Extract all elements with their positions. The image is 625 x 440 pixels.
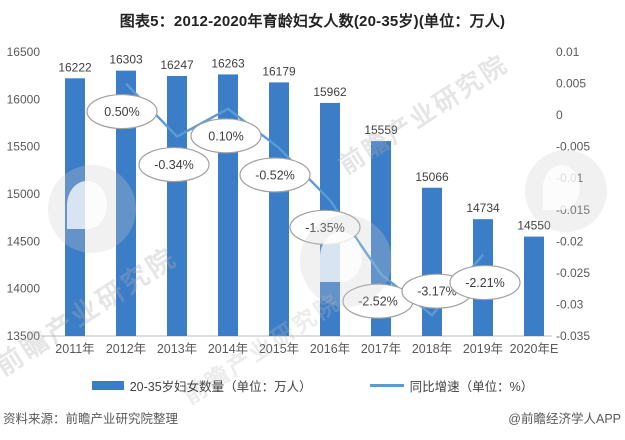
growth-callout-label: 0.50% <box>104 105 139 119</box>
footer-row: 资料来源：前瞻产业研究院整理 @前瞻经济学人APP <box>0 408 625 427</box>
growth-callout-label: -0.34% <box>154 158 194 172</box>
chart-legend: 20-35岁妇女数量（单位：万人） 同比增速（单位：%） <box>0 376 625 395</box>
bar-2015年 <box>269 82 289 336</box>
growth-callout <box>86 93 158 130</box>
bar-value-label: 15962 <box>313 85 347 99</box>
x-axis-label: 2018年 <box>412 342 452 356</box>
bar-series-label: 20-35岁妇女数量（单位：万人） <box>129 380 312 394</box>
x-axis-label: 2019年 <box>463 342 503 356</box>
right-axis-tick: -0.02 <box>556 234 584 248</box>
growth-callout <box>138 146 210 183</box>
line-series-label: 同比增速（单位：%） <box>409 380 534 394</box>
x-axis-label: 2014年 <box>208 342 248 356</box>
left-axis-tick: 16000 <box>7 92 41 106</box>
x-axis-label: 2015年 <box>259 342 299 356</box>
bar-value-label: 16247 <box>160 58 194 72</box>
right-axis-tick: 0.005 <box>556 77 586 91</box>
bar-value-label: 15066 <box>415 170 449 184</box>
right-axis-tick: -0.035 <box>556 329 590 343</box>
bar-value-label: 14550 <box>517 219 551 233</box>
left-axis-tick: 14000 <box>7 282 41 296</box>
x-axis-label: 2016年 <box>310 342 350 356</box>
right-axis-tick: 0 <box>556 108 563 122</box>
left-axis-tick: 15500 <box>7 140 41 154</box>
left-axis-tick: 13500 <box>7 329 41 343</box>
right-axis-tick: -0.03 <box>556 297 584 311</box>
right-axis-tick: -0.015 <box>556 203 590 217</box>
bar-value-label: 16179 <box>262 64 296 78</box>
growth-callout <box>190 118 262 154</box>
combo-chart-canvas: 16500 16000 15500 15000 14500 14000 13500 0.01 0… <box>7 45 591 356</box>
brand-credit: @前瞻经济学人APP <box>508 412 621 426</box>
source-note: 资料来源：前瞻产业研究院整理 <box>3 412 179 426</box>
left-axis-tick: 15000 <box>7 187 41 201</box>
bar-2020年E <box>524 236 544 336</box>
x-axis-label: 2011年 <box>55 342 94 356</box>
bar-value-label: 16222 <box>58 60 92 74</box>
growth-callout-label: 0.10% <box>208 129 243 143</box>
left-axis-tick: 16500 <box>7 45 41 59</box>
growth-callout <box>449 264 521 301</box>
growth-callout-label: -3.17% <box>417 285 457 299</box>
line-series-swatch <box>369 384 404 387</box>
left-axis-tick: 14500 <box>7 234 41 248</box>
bar-series-swatch <box>91 381 124 390</box>
growth-callout-label: -1.35% <box>305 221 345 235</box>
growth-callout <box>239 157 311 193</box>
legend-item-bar-series: 20-35岁妇女数量（单位：万人） <box>91 376 312 395</box>
bar-value-label: 15559 <box>364 123 398 137</box>
bar-2012年 <box>116 70 136 337</box>
bar-value-label: 16303 <box>109 53 143 67</box>
right-axis-tick: -0.005 <box>556 140 590 154</box>
growth-callout-label: -2.21% <box>465 276 505 290</box>
right-axis-tick: -0.025 <box>556 266 590 280</box>
right-axis-tick: 0.01 <box>556 45 580 59</box>
bar-value-label: 14734 <box>466 201 500 215</box>
growth-callout-label: -2.52% <box>358 295 398 309</box>
x-axis-label: 2017年 <box>361 342 401 356</box>
x-axis-label: 2012年 <box>106 342 146 356</box>
x-axis-label: 2013年 <box>157 342 197 356</box>
right-axis-tick: -0.01 <box>556 171 584 185</box>
x-axis-label: 2020年E <box>510 342 559 356</box>
chart-title: 图表5：2012-2020年育龄妇女人数(20-35岁)(单位：万人) <box>119 13 506 30</box>
bar-2011年 <box>65 78 85 337</box>
legend-item-line-series: 同比增速（单位：%） <box>369 376 534 395</box>
growth-callout-label: -0.52% <box>255 168 295 182</box>
bar-value-label: 16263 <box>211 56 245 70</box>
bar-2013年 <box>167 75 187 336</box>
